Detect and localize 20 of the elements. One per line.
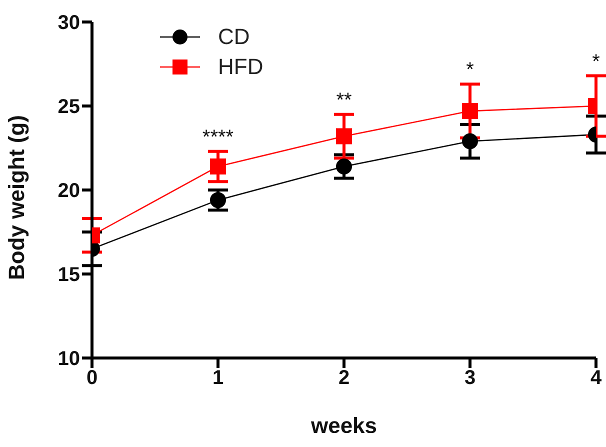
point [336,128,352,144]
x-tick-label: 0 [86,367,98,390]
annotation: **** [202,126,234,148]
y-tick-label: 25 [58,96,80,118]
x-tick-label: 4 [590,367,602,390]
annotation: * [592,50,600,73]
y-tick-label: 30 [58,12,80,34]
x-tick-label: 3 [464,367,476,390]
x-axis-title: weeks [310,413,378,438]
y-tick-label: 10 [58,348,80,370]
legend-label: HFD [218,54,264,80]
x-tick-label: 1 [212,367,224,390]
y-axis-title: Body weight (g) [4,115,29,280]
annotation: ** [336,89,352,112]
y-tick-label: 15 [58,264,80,286]
y-tick-label: 20 [58,180,80,202]
annotation: * [466,59,474,82]
legend-label: CD [218,24,250,50]
x-tick-label: 2 [338,367,350,390]
point [336,158,352,174]
